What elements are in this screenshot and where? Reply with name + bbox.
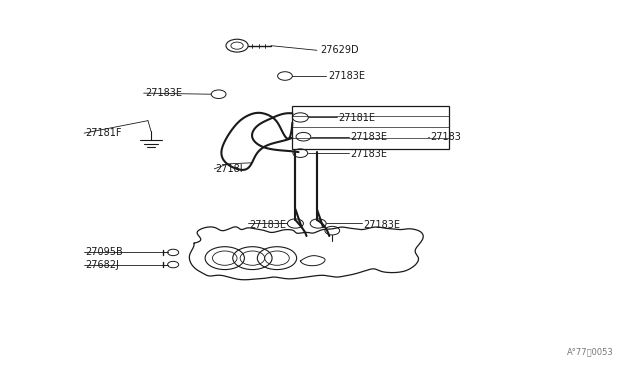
Text: 27183E: 27183E	[363, 220, 400, 230]
Text: 27183E: 27183E	[145, 88, 182, 98]
Text: 27682J: 27682J	[85, 260, 119, 270]
Text: 27183E: 27183E	[250, 220, 286, 230]
Text: 27183E: 27183E	[351, 132, 388, 142]
Text: 27095B: 27095B	[85, 247, 123, 257]
Text: 2718I: 2718I	[216, 164, 243, 174]
Text: 27629D: 27629D	[320, 45, 358, 55]
Text: 27183E: 27183E	[351, 148, 388, 158]
Text: 27181F: 27181F	[85, 128, 122, 138]
Text: 27183E: 27183E	[328, 71, 365, 81]
Text: 27183: 27183	[431, 132, 461, 142]
Text: A°77０0053: A°77０0053	[567, 348, 614, 357]
Bar	[292, 106, 449, 148]
Text: 27181E: 27181E	[339, 113, 376, 123]
